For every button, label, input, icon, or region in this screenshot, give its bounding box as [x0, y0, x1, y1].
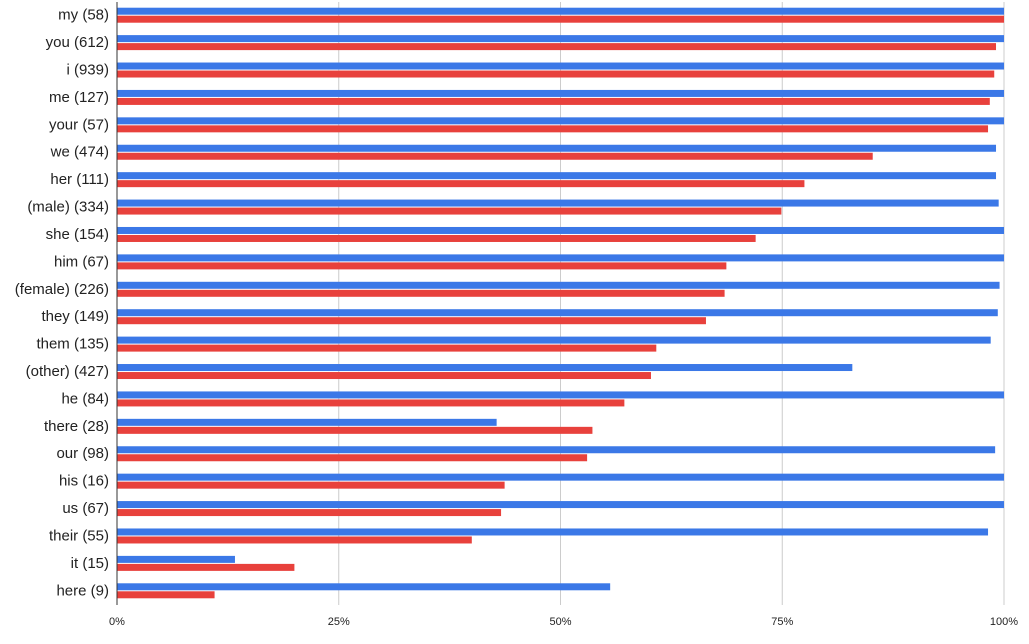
bar [117, 262, 727, 270]
y-tick-label: there (28) [44, 418, 109, 435]
bar [117, 372, 651, 380]
y-tick-label: his (16) [59, 473, 109, 490]
bar [117, 426, 593, 434]
bar [117, 317, 706, 325]
bar [117, 289, 725, 297]
bar [117, 509, 502, 517]
bar [117, 555, 235, 563]
bar [117, 172, 997, 180]
x-tick-label: 50% [549, 616, 571, 628]
y-tick-label: we (474) [50, 144, 109, 161]
y-tick-label: their (55) [49, 527, 109, 544]
bar [117, 117, 1004, 125]
bar [117, 234, 756, 242]
bar [117, 344, 657, 352]
bar [117, 43, 997, 51]
y-tick-label: her (111) [50, 171, 109, 188]
y-tick-label: here (9) [56, 582, 109, 599]
y-tick-label: our (98) [56, 445, 109, 462]
bar [117, 563, 295, 571]
bar [117, 15, 1004, 23]
y-tick-label: you (612) [46, 34, 109, 51]
bar [117, 89, 1004, 97]
y-tick-label: me (127) [49, 89, 109, 106]
bar [117, 7, 1004, 15]
bar [117, 536, 472, 544]
bar [117, 481, 505, 489]
x-tick-label: 100% [990, 616, 1018, 628]
bar [117, 35, 1004, 43]
bar [117, 454, 588, 462]
x-tick-label: 0% [109, 616, 125, 628]
y-tick-label: i (939) [66, 61, 109, 78]
bar [117, 364, 853, 372]
y-tick-label: she (154) [46, 226, 109, 243]
bar [117, 473, 1004, 481]
bar [117, 446, 996, 454]
bar [117, 199, 999, 207]
bar [117, 418, 497, 426]
bar [117, 399, 625, 407]
bar [117, 144, 997, 152]
y-tick-label: (other) (427) [26, 363, 109, 380]
bar [117, 309, 998, 317]
bar [117, 70, 995, 78]
bar [117, 152, 873, 160]
bar [117, 501, 1004, 509]
bar [117, 591, 215, 599]
bar [117, 180, 805, 188]
bar [117, 226, 1004, 234]
bar [117, 336, 991, 344]
bar [117, 391, 1004, 399]
x-tick-label: 75% [771, 616, 793, 628]
bar [117, 254, 1004, 262]
y-tick-label: us (67) [62, 500, 109, 517]
y-tick-label: (female) (226) [15, 281, 109, 298]
y-tick-label: they (149) [41, 308, 109, 325]
y-tick-label: he (84) [61, 390, 109, 407]
y-tick-label: them (135) [36, 336, 109, 353]
y-tick-label: (male) (334) [27, 199, 109, 216]
bar [117, 528, 989, 536]
y-tick-label: your (57) [49, 116, 109, 133]
bar [117, 207, 782, 215]
y-tick-label: my (58) [58, 7, 109, 24]
x-tick-label: 25% [328, 616, 350, 628]
y-tick-label: it (15) [71, 555, 109, 572]
bar [117, 62, 1004, 70]
bar [117, 583, 611, 591]
y-tick-label: him (67) [54, 253, 109, 270]
bar [117, 125, 989, 133]
bar [117, 281, 1000, 289]
bar [117, 97, 990, 105]
